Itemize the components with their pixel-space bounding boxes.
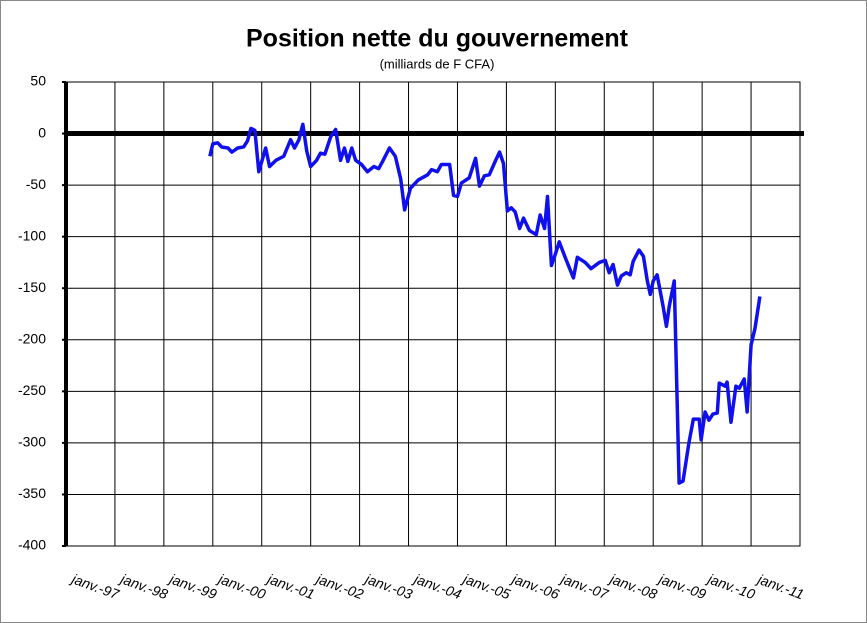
chart-title: Position nette du gouvernement [246, 25, 629, 53]
line-series [208, 122, 762, 485]
y-tick-label: -150 [18, 279, 46, 295]
y-tick-label: -50 [26, 176, 46, 192]
y-tick-label: -350 [18, 485, 46, 501]
y-tick-label: -100 [18, 227, 46, 243]
y-tick-label: 50 [30, 73, 46, 89]
y-tick-label: -300 [18, 434, 46, 450]
y-tick-label: -400 [18, 537, 46, 553]
y-tick-label: -200 [18, 330, 46, 346]
y-tick-label: -250 [18, 382, 46, 398]
chart-subtitle: (milliards de F CFA) [380, 56, 495, 71]
y-tick-label: 0 [38, 124, 46, 140]
plot [208, 122, 762, 485]
